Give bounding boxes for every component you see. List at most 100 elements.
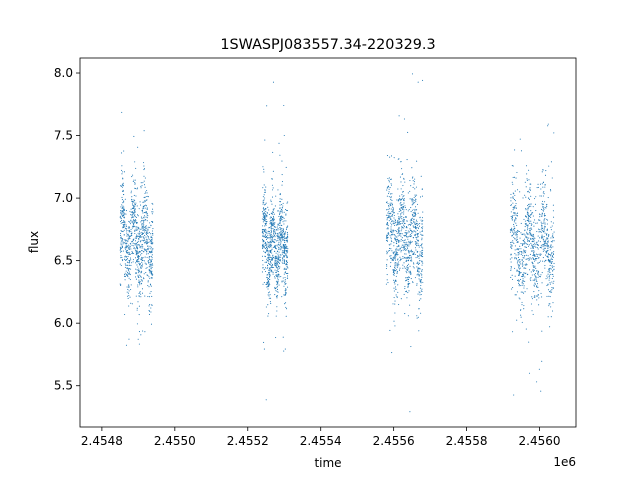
data-point bbox=[271, 218, 274, 220]
data-point bbox=[270, 233, 272, 235]
data-point bbox=[521, 301, 523, 303]
data-point bbox=[546, 228, 549, 230]
data-point bbox=[518, 273, 520, 276]
data-point bbox=[287, 248, 289, 250]
data-point bbox=[389, 156, 391, 158]
data-point bbox=[274, 231, 276, 233]
data-point bbox=[396, 296, 398, 298]
data-point bbox=[392, 231, 394, 233]
data-point bbox=[285, 260, 287, 262]
data-point bbox=[121, 111, 123, 113]
data-point bbox=[409, 304, 411, 306]
data-point bbox=[262, 243, 264, 245]
data-point bbox=[268, 297, 270, 299]
data-point bbox=[279, 259, 281, 261]
data-point bbox=[280, 276, 282, 278]
data-point bbox=[141, 210, 144, 212]
data-point bbox=[395, 250, 397, 252]
data-point bbox=[397, 259, 399, 261]
data-point bbox=[407, 266, 409, 268]
data-point bbox=[419, 274, 421, 276]
data-point bbox=[544, 206, 546, 208]
data-point bbox=[265, 261, 268, 263]
data-point bbox=[411, 198, 413, 200]
data-point bbox=[536, 241, 538, 243]
data-point bbox=[140, 282, 142, 285]
data-point bbox=[529, 189, 532, 191]
data-point bbox=[281, 212, 283, 214]
data-point bbox=[400, 214, 402, 216]
data-point bbox=[539, 246, 541, 249]
data-point bbox=[409, 234, 411, 236]
data-point bbox=[276, 232, 278, 235]
data-point bbox=[140, 293, 142, 295]
data-point bbox=[141, 209, 143, 211]
data-point bbox=[150, 255, 152, 258]
data-point bbox=[536, 299, 538, 301]
data-point bbox=[415, 249, 417, 251]
data-point bbox=[417, 255, 419, 257]
data-point bbox=[275, 280, 277, 282]
data-point bbox=[390, 236, 392, 238]
data-point bbox=[418, 225, 421, 227]
data-point bbox=[528, 218, 530, 220]
data-point bbox=[148, 266, 150, 268]
data-point bbox=[150, 291, 152, 293]
data-point bbox=[400, 188, 402, 190]
data-point bbox=[407, 131, 409, 134]
data-point bbox=[132, 211, 134, 214]
data-point bbox=[546, 255, 548, 257]
data-point bbox=[264, 208, 266, 210]
data-point bbox=[152, 264, 154, 266]
data-point bbox=[405, 226, 407, 228]
data-point bbox=[397, 245, 399, 247]
data-point bbox=[397, 221, 399, 223]
data-point bbox=[270, 228, 273, 230]
data-point bbox=[553, 266, 555, 268]
data-point bbox=[523, 285, 525, 287]
data-point bbox=[136, 269, 138, 271]
data-point bbox=[542, 210, 545, 212]
data-point bbox=[524, 276, 526, 278]
data-point bbox=[285, 308, 288, 310]
data-point bbox=[266, 237, 268, 239]
data-point bbox=[121, 239, 123, 242]
data-point bbox=[410, 211, 412, 213]
data-point bbox=[544, 223, 546, 225]
data-point bbox=[146, 242, 148, 244]
data-point bbox=[123, 150, 125, 152]
data-point bbox=[399, 209, 401, 211]
data-point bbox=[276, 226, 278, 228]
data-point bbox=[152, 228, 154, 230]
data-point bbox=[418, 270, 420, 272]
data-point bbox=[552, 216, 555, 218]
data-point bbox=[410, 185, 412, 187]
data-point bbox=[143, 211, 146, 214]
data-point bbox=[283, 240, 285, 242]
data-point bbox=[148, 231, 150, 234]
data-point bbox=[407, 283, 409, 285]
data-point bbox=[553, 253, 555, 256]
data-point bbox=[286, 231, 289, 234]
data-point bbox=[546, 284, 548, 287]
data-point bbox=[407, 210, 409, 212]
data-point bbox=[405, 277, 407, 279]
data-point bbox=[409, 228, 411, 230]
data-point bbox=[265, 236, 267, 238]
data-point bbox=[269, 261, 272, 263]
data-point bbox=[410, 241, 412, 243]
data-point bbox=[131, 203, 133, 205]
data-point bbox=[146, 242, 148, 245]
data-point bbox=[261, 271, 264, 273]
data-point bbox=[127, 252, 129, 254]
data-point bbox=[387, 282, 389, 284]
data-point bbox=[122, 202, 124, 204]
data-point bbox=[395, 238, 397, 241]
data-point bbox=[538, 256, 540, 259]
data-point bbox=[388, 206, 390, 208]
data-point bbox=[531, 223, 533, 225]
data-point bbox=[417, 243, 419, 245]
data-point bbox=[273, 217, 275, 219]
data-point bbox=[141, 244, 143, 246]
data-point bbox=[522, 255, 524, 257]
